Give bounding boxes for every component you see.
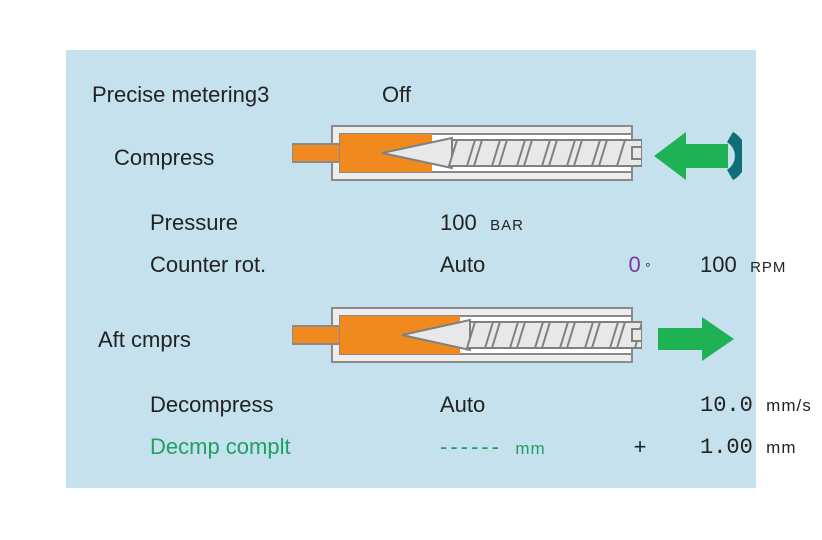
precise-metering-label: Precise metering3 [92, 82, 382, 108]
row-decompress: Decompress Auto 10.0 mm/s [92, 384, 736, 426]
pressure-value[interactable]: 100 [440, 210, 477, 235]
aft-cmprs-diagram [292, 302, 642, 368]
metering-panel: Precise metering3 Off Compress [66, 50, 756, 488]
decompress-mode[interactable]: Auto [440, 392, 580, 418]
row-aft-cmprs: Aft cmprs [92, 304, 736, 376]
row-precise-metering: Precise metering3 Off [92, 74, 736, 116]
aft-arrow-right-icon [652, 314, 736, 369]
compress-diagram [292, 120, 642, 186]
decmp-complt-dash-unit: mm [515, 439, 545, 458]
precise-metering-status[interactable]: Off [382, 82, 522, 108]
decompress-label: Decompress [150, 392, 440, 418]
counter-rot-mode[interactable]: Auto [440, 252, 580, 278]
decmp-complt-dashes: ------ [440, 434, 502, 459]
row-pressure: Pressure 100 BAR [92, 202, 736, 244]
row-compress: Compress [92, 122, 736, 194]
decompress-value[interactable]: 10.0 [700, 393, 753, 418]
decmp-complt-label: Decmp complt [150, 434, 440, 460]
row-decmp-complt: Decmp complt ------ mm + 1.00 mm [92, 426, 736, 468]
pressure-label: Pressure [150, 210, 440, 236]
row-counter-rot: Counter rot. Auto 0 ° 100 RPM [92, 244, 736, 286]
pressure-unit: BAR [490, 217, 524, 234]
compress-arrow-left-icon [652, 128, 742, 189]
counter-rot-rpm[interactable]: 100 [700, 252, 737, 277]
decmp-complt-value[interactable]: 1.00 [700, 435, 753, 460]
decompress-unit: mm/s [766, 396, 812, 415]
decmp-complt-unit: mm [766, 438, 796, 457]
counter-rot-angle-unit: ° [645, 260, 651, 275]
decmp-complt-op: + [634, 434, 647, 459]
counter-rot-label: Counter rot. [150, 252, 440, 278]
counter-rot-rpm-unit: RPM [750, 259, 786, 276]
counter-rot-angle[interactable]: 0 [629, 252, 641, 277]
